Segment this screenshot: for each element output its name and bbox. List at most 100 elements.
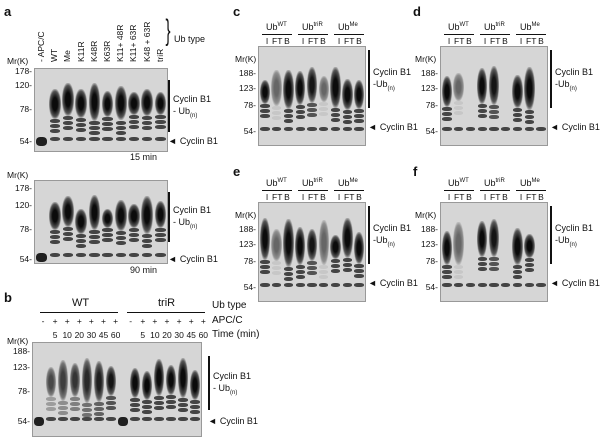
substrate-band — [260, 283, 270, 287]
ubiquitinated-bracket — [368, 50, 370, 108]
band — [141, 244, 153, 249]
band — [75, 239, 87, 244]
panel-label-e: e — [233, 164, 241, 179]
band — [49, 240, 61, 245]
substrate-text: Cyclin B1 — [179, 254, 218, 264]
ub-text: -Ub — [555, 235, 570, 245]
band — [342, 110, 353, 115]
band — [130, 402, 140, 407]
band — [141, 126, 153, 131]
apc-cell: + — [113, 316, 119, 326]
band — [307, 261, 317, 266]
substrate-band — [536, 283, 546, 287]
substrate-band — [307, 127, 317, 131]
ubiquitin-smear — [141, 371, 153, 401]
mw-marker: 123- — [420, 239, 438, 249]
apc-cell: + — [101, 316, 106, 326]
lane-label: triR — [154, 48, 165, 62]
ub-type-brace: } — [165, 14, 171, 47]
apc-cell: + — [164, 316, 170, 326]
ubiquitin-smear — [488, 65, 500, 105]
band — [128, 238, 140, 243]
substrate-band — [442, 283, 452, 287]
blot-lane — [114, 69, 127, 151]
lane-label: WT — [49, 48, 60, 62]
band — [453, 111, 464, 116]
group-line — [40, 312, 118, 313]
substrate-band — [130, 417, 140, 421]
blot-lane — [341, 203, 353, 301]
group-line — [444, 190, 474, 191]
ubiquitin-smear — [114, 85, 127, 121]
ub-base: Ub — [448, 22, 460, 32]
blot-lane — [330, 47, 342, 145]
group-label: UbWT — [266, 178, 287, 188]
band — [75, 128, 87, 133]
band — [295, 110, 305, 115]
blot-lane — [101, 181, 114, 263]
blot-lane — [88, 181, 101, 263]
arrow-icon: ◄ — [368, 278, 377, 288]
time-cell: 20 — [74, 330, 85, 340]
ubiquitin-smear — [62, 196, 74, 227]
ubiquitin-smear — [453, 222, 464, 266]
band — [142, 405, 152, 410]
fraction-label: FT — [454, 36, 465, 46]
blot-lane — [105, 343, 117, 436]
band — [477, 104, 487, 109]
substrate-label: ◄ Cyclin B1 — [368, 278, 418, 288]
substrate-band — [75, 137, 87, 141]
substrate-band — [128, 253, 140, 257]
band — [283, 266, 294, 271]
fraction-label: B — [502, 192, 508, 202]
substrate-band — [271, 127, 282, 131]
blot-image — [32, 342, 202, 437]
ubiquitin-smear — [153, 359, 165, 397]
apc-cell: + — [140, 316, 146, 326]
substrate-band — [62, 137, 74, 141]
ubiquitin-smear — [75, 208, 87, 235]
band — [82, 402, 92, 407]
band — [295, 105, 305, 110]
mw-marker: 120- — [14, 80, 32, 90]
band — [354, 109, 364, 114]
band — [330, 108, 341, 113]
ubiquitin-smear — [101, 90, 114, 118]
ubiquitin-smear — [45, 367, 57, 398]
band — [155, 233, 166, 237]
substrate-band — [477, 127, 487, 131]
blot-image — [440, 202, 548, 302]
ubiquitin-smear — [353, 79, 365, 110]
band — [260, 109, 270, 114]
band — [342, 258, 353, 263]
band — [62, 121, 74, 126]
blot-lane — [330, 203, 342, 301]
substrate-band — [128, 137, 140, 141]
band — [154, 401, 164, 406]
mw-marker: 54- — [243, 282, 256, 292]
ub-text: - Ub — [173, 217, 191, 227]
band — [58, 411, 68, 416]
blot-lane — [453, 47, 465, 145]
mw-marker: 188- — [420, 224, 438, 234]
band — [354, 268, 364, 273]
substrate-band — [477, 283, 487, 287]
mw-marker: 54- — [425, 282, 438, 292]
substrate-band — [295, 127, 305, 131]
substrate-band — [465, 127, 476, 131]
arrow-icon: ◄ — [168, 254, 177, 264]
substrate-band — [354, 283, 364, 287]
blot-lane — [154, 69, 167, 151]
ubiquitin-smear — [342, 78, 353, 111]
fraction-label: B — [538, 192, 544, 202]
substrate-band — [115, 253, 127, 257]
time-label: 15 min — [130, 152, 158, 162]
band — [141, 239, 153, 244]
ub-subscript: (n) — [190, 223, 198, 230]
ub-base: Ub — [266, 178, 278, 188]
band — [128, 228, 140, 233]
ub-subscript: (n) — [230, 389, 238, 396]
ub-sup: triR — [495, 178, 505, 184]
blot-image — [258, 46, 366, 146]
ubiquitin-smear — [318, 76, 329, 103]
